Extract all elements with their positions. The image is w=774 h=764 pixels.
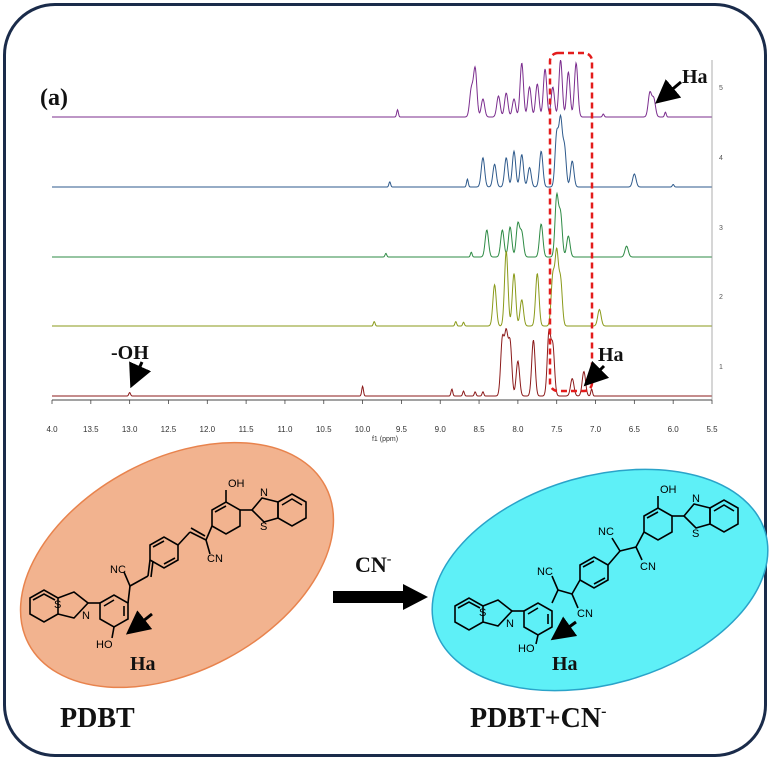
pdbt-cn-cn4: CN <box>640 561 656 573</box>
spectrum-trace-5 <box>52 59 712 118</box>
pdbt-cn-oh-top: OH <box>660 484 677 496</box>
pdbt-cn-caption: PDBT+CN- <box>470 703 606 734</box>
oh-annotation-label: -OH <box>111 342 149 364</box>
pdbt-cn-cn2: CN <box>577 608 593 620</box>
reaction-arrow-group: CN- <box>333 552 428 610</box>
x-tick-label: 8.5 <box>473 425 485 434</box>
pdbt-cn-structure: S N HO NC CN NC CN OH N S Ha <box>431 468 769 692</box>
x-tick-label: 10.0 <box>355 425 371 434</box>
pdbt-s-left: S <box>54 599 61 611</box>
pdbt-n-right: N <box>260 487 268 499</box>
oh-arrow <box>129 361 152 389</box>
x-tick-label: 8.0 <box>512 425 524 434</box>
spectrum-trace-1 <box>52 327 712 397</box>
x-tick-label: 10.5 <box>316 425 332 434</box>
ha-top-arrow <box>655 79 682 104</box>
spectrum-traces <box>52 59 712 397</box>
x-axis-ticks: 4.0 13.5 13.0 12.5 12.0 11.5 11.0 10.5 10.0 9.5 9.… <box>46 400 718 434</box>
pdbt-structure: S N HO NC CN OH N S Ha <box>19 441 335 689</box>
reaction-arrow-head <box>403 584 428 610</box>
pdbt-cn-n-right: N <box>692 493 700 505</box>
pdbt-cn-cn1: NC <box>537 566 553 578</box>
nmr-spectrum-panel: (a) 5 4 3 2 1 4.0 13.5 13.0 12.5 12.0 11.5 11.0 10.… <box>40 51 723 443</box>
pdbt-cn-s-left: S <box>479 607 486 619</box>
x-tick-label: 5.5 <box>706 425 718 434</box>
x-tick-label: 4.0 <box>46 425 58 434</box>
panel-label: (a) <box>40 85 68 111</box>
trace-label-4: 4 <box>719 155 723 162</box>
pdbt-cn-right: CN <box>207 553 223 565</box>
pdbt-s-right: S <box>260 521 267 533</box>
pdbt-n-left: N <box>82 610 90 622</box>
ha-bottom-annotation-label: Ha <box>598 344 624 366</box>
trace-label-3: 3 <box>719 225 723 232</box>
x-tick-label: 9.5 <box>396 425 408 434</box>
x-tick-label: 6.0 <box>668 425 680 434</box>
x-tick-label: 11.5 <box>239 425 255 434</box>
reagent-label: CN- <box>355 552 392 577</box>
trace-label-1: 1 <box>719 364 723 371</box>
x-tick-label: 7.0 <box>590 425 602 434</box>
reaction-arrow-shaft <box>333 591 405 603</box>
x-axis-label: f1 (ppm) <box>372 436 398 443</box>
pdbt-cn-s-right: S <box>692 528 699 540</box>
x-tick-label: 6.5 <box>629 425 641 434</box>
pdbt-cn-ha-arrow <box>550 616 578 641</box>
highlight-region-box <box>548 51 594 393</box>
pdbt-cn-n-left: N <box>506 618 514 630</box>
pdbt-oh-bottom: HO <box>96 639 113 651</box>
pdbt-caption: PDBT <box>60 703 135 734</box>
pdbt-ha-arrow <box>125 610 153 635</box>
trace-label-5: 5 <box>719 85 723 92</box>
spectrum-trace-4 <box>52 113 712 188</box>
spectrum-trace-3 <box>52 191 712 258</box>
pdbt-oh-top: OH <box>228 478 245 490</box>
spectrum-trace-2 <box>52 247 712 327</box>
pdbt-ha-label: Ha <box>130 653 156 675</box>
pdbt-ellipse <box>19 441 335 689</box>
trace-label-2: 2 <box>719 294 723 301</box>
x-tick-label: 13.0 <box>122 425 138 434</box>
ha-bottom-arrow <box>583 360 610 387</box>
x-tick-label: 9.0 <box>435 425 447 434</box>
x-tick-label: 12.0 <box>200 425 216 434</box>
pdbt-cn-cn3: NC <box>598 526 614 538</box>
x-tick-label: 13.5 <box>83 425 99 434</box>
pdbt-skeleton <box>29 490 307 639</box>
trace-labels: 5 4 3 2 1 <box>719 85 723 371</box>
pdbt-cn-oh-bottom: HO <box>518 643 535 655</box>
x-tick-label: 12.5 <box>161 425 177 434</box>
pdbt-cn-ha-label: Ha <box>552 653 578 675</box>
pdbt-cn-left: NC <box>110 564 126 576</box>
x-tick-label: 7.5 <box>551 425 563 434</box>
ha-top-annotation-label: Ha <box>682 66 708 88</box>
pdbt-cn-ellipse <box>431 468 769 692</box>
x-tick-label: 11.0 <box>277 425 293 434</box>
